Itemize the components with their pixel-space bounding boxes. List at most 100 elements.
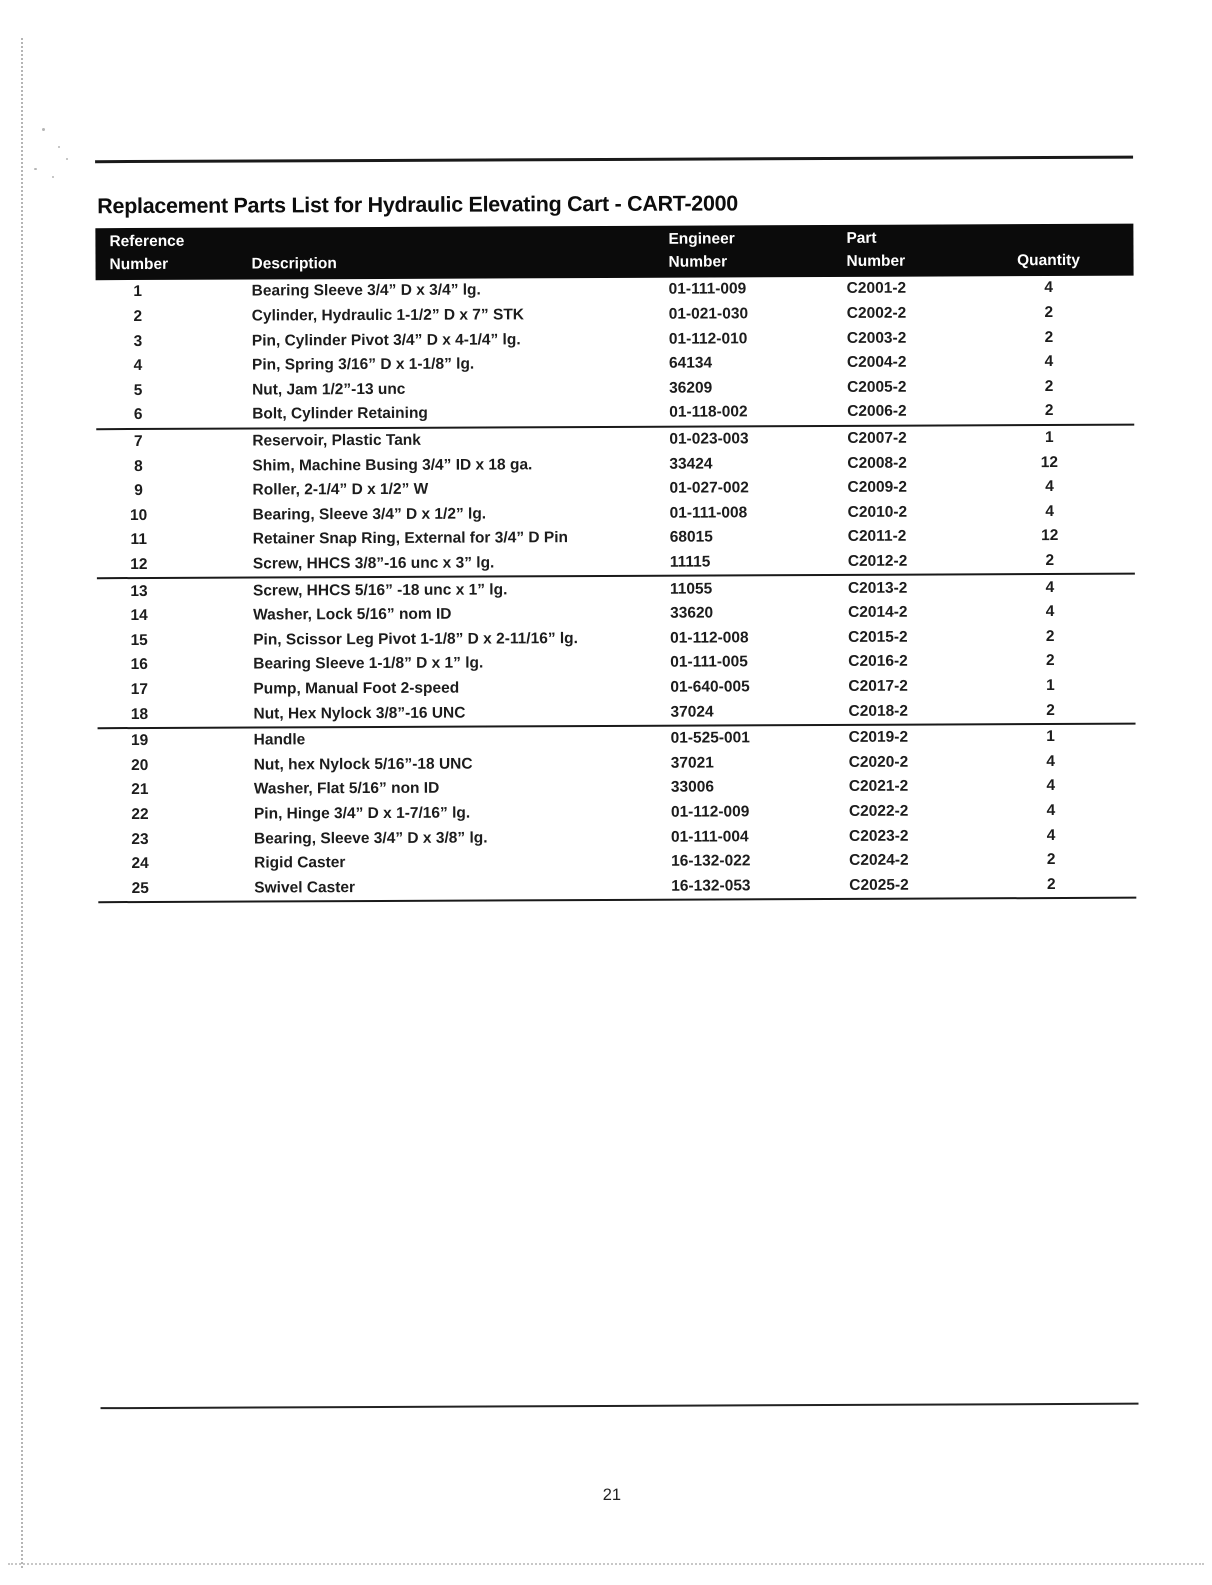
quantity-cell: 2	[1007, 552, 1093, 570]
table-row: 25 Swivel Caster 16-132-053 C2025-2 2	[98, 872, 1136, 901]
engineer-number-cell: 16-132-022	[671, 852, 849, 871]
description-cell: Pin, Cylinder Pivot 3/4” D x 4-1/4” lg.	[252, 330, 669, 350]
part-number-cell: C2002-2	[847, 304, 1006, 323]
ref-number-cell: 9	[96, 482, 180, 500]
part-number-cell: C2018-2	[848, 702, 1007, 721]
part-number-cell: C2004-2	[847, 353, 1006, 372]
description-cell: Pin, Scissor Leg Pivot 1-1/8” D x 2-11/1…	[253, 630, 670, 650]
engineer-number-cell: 01-112-008	[670, 629, 848, 648]
description-cell: Bearing, Sleeve 3/4” D x 3/8” lg.	[254, 828, 671, 848]
part-number-cell: C2023-2	[849, 827, 1008, 846]
description-cell: Pin, Hinge 3/4” D x 1-7/16” lg.	[254, 804, 671, 824]
quantity-cell: 1	[1006, 429, 1092, 447]
part-number-cell: C2021-2	[849, 778, 1008, 797]
part-number-cell: C2013-2	[848, 579, 1007, 598]
header-description-label: Description	[251, 254, 668, 274]
header-engineer-line2: Number	[668, 253, 846, 272]
header-reference-line2: Number	[109, 256, 251, 275]
description-cell: Roller, 2-1/4” D x 1/2” W	[252, 480, 669, 500]
part-number-cell: C2001-2	[847, 280, 1006, 299]
description-cell: Reservoir, Plastic Tank	[252, 431, 669, 451]
quantity-cell: 2	[1006, 304, 1092, 322]
ref-number-cell: 16	[97, 656, 181, 674]
part-number-cell: C2014-2	[848, 603, 1007, 622]
ref-number-cell: 3	[96, 332, 180, 350]
part-number-cell: C2009-2	[847, 478, 1006, 497]
quantity-cell: 2	[1007, 628, 1093, 646]
part-number-cell: C2007-2	[847, 429, 1006, 448]
engineer-number-cell: 01-112-010	[669, 329, 847, 348]
part-number-cell: C2017-2	[848, 677, 1007, 696]
quantity-cell: 2	[1007, 702, 1093, 720]
page-title: Replacement Parts List for Hydraulic Ele…	[97, 190, 1137, 220]
ref-number-cell: 6	[96, 406, 180, 424]
table-header-row: Reference Number Description Engineer Nu…	[95, 224, 1133, 281]
engineer-number-cell: 11055	[670, 580, 848, 599]
part-number-cell: C2006-2	[847, 403, 1006, 422]
quantity-cell: 4	[1006, 279, 1092, 297]
header-reference-number: Reference Number	[95, 228, 251, 281]
table-body: 1 Bearing Sleeve 3/4” D x 3/4” lg. 01-11…	[96, 276, 1137, 904]
ref-number-cell: 8	[96, 457, 180, 475]
description-cell: Screw, HHCS 3/8”-16 unc x 3” lg.	[253, 554, 670, 574]
engineer-number-cell: 01-640-005	[670, 678, 848, 697]
quantity-cell: 4	[1006, 353, 1092, 371]
description-cell: Rigid Caster	[254, 853, 671, 873]
page-number: 21	[562, 1486, 662, 1505]
description-cell: Pin, Spring 3/16” D x 1-1/8” lg.	[252, 355, 669, 375]
ref-number-cell: 14	[97, 607, 181, 625]
ref-number-cell: 11	[97, 531, 181, 549]
header-quantity-label: Quantity	[1017, 252, 1080, 270]
engineer-number-cell: 01-112-009	[671, 803, 849, 822]
engineer-number-cell: 36209	[669, 379, 847, 398]
header-part-number: Part Number	[846, 224, 1005, 277]
header-part-line1: Part	[846, 229, 1005, 248]
part-number-cell: C2008-2	[847, 454, 1006, 473]
part-number-cell: C2012-2	[848, 552, 1007, 571]
part-number-cell: C2024-2	[849, 852, 1008, 871]
ref-number-cell: 20	[98, 757, 182, 775]
bottom-horizontal-rule	[101, 1403, 1139, 1410]
ref-number-cell: 23	[98, 831, 182, 849]
part-number-cell: C2016-2	[848, 653, 1007, 672]
quantity-cell: 4	[1008, 753, 1094, 771]
part-number-cell: C2003-2	[847, 329, 1006, 348]
ref-number-cell: 19	[98, 732, 182, 750]
header-part-line2: Number	[846, 252, 1005, 271]
ref-number-cell: 5	[96, 382, 180, 400]
parts-table: Reference Number Description Engineer Nu…	[95, 224, 1136, 904]
description-cell: Screw, HHCS 5/16” -18 unc x 1” lg.	[253, 580, 670, 600]
description-cell: Bearing Sleeve 1-1/8” D x 1” lg.	[253, 654, 670, 674]
ref-number-cell: 22	[98, 806, 182, 824]
part-number-cell: C2020-2	[849, 753, 1008, 772]
ref-number-cell: 7	[96, 433, 180, 451]
engineer-number-cell: 64134	[669, 354, 847, 373]
quantity-cell: 12	[1007, 527, 1093, 545]
description-cell: Washer, Flat 5/16” non ID	[254, 779, 671, 799]
header-description: Description	[251, 226, 668, 280]
quantity-cell: 2	[1008, 876, 1094, 894]
engineer-number-cell: 68015	[670, 528, 848, 547]
scan-artifact-speck	[42, 128, 45, 131]
description-cell: Nut, hex Nylock 5/16”-18 UNC	[254, 755, 671, 775]
scan-artifact-bottom-dotted-line	[8, 1563, 1204, 1565]
description-cell: Shim, Machine Busing 3/4” ID x 18 ga.	[252, 455, 669, 475]
engineer-number-cell: 16-132-053	[671, 877, 849, 896]
description-cell: Bearing, Sleeve 3/4” D x 1/2” lg.	[253, 504, 670, 524]
quantity-cell: 4	[1007, 603, 1093, 621]
ref-number-cell: 12	[97, 556, 181, 574]
engineer-number-cell: 01-021-030	[669, 305, 847, 324]
engineer-number-cell: 11115	[670, 553, 848, 572]
engineer-number-cell: 01-027-002	[669, 479, 847, 498]
description-cell: Bolt, Cylinder Retaining	[252, 404, 669, 424]
ref-number-cell: 4	[96, 357, 180, 375]
engineer-number-cell: 01-023-003	[669, 430, 847, 449]
engineer-number-cell: 37021	[671, 754, 849, 773]
part-number-cell: C2025-2	[849, 876, 1008, 895]
quantity-cell: 4	[1007, 503, 1093, 521]
quantity-cell: 4	[1006, 478, 1092, 496]
description-cell: Bearing Sleeve 3/4” D x 3/4” lg.	[252, 281, 669, 301]
quantity-cell: 2	[1007, 652, 1093, 670]
quantity-cell: 1	[1008, 728, 1094, 746]
engineer-number-cell: 01-111-009	[669, 280, 847, 299]
